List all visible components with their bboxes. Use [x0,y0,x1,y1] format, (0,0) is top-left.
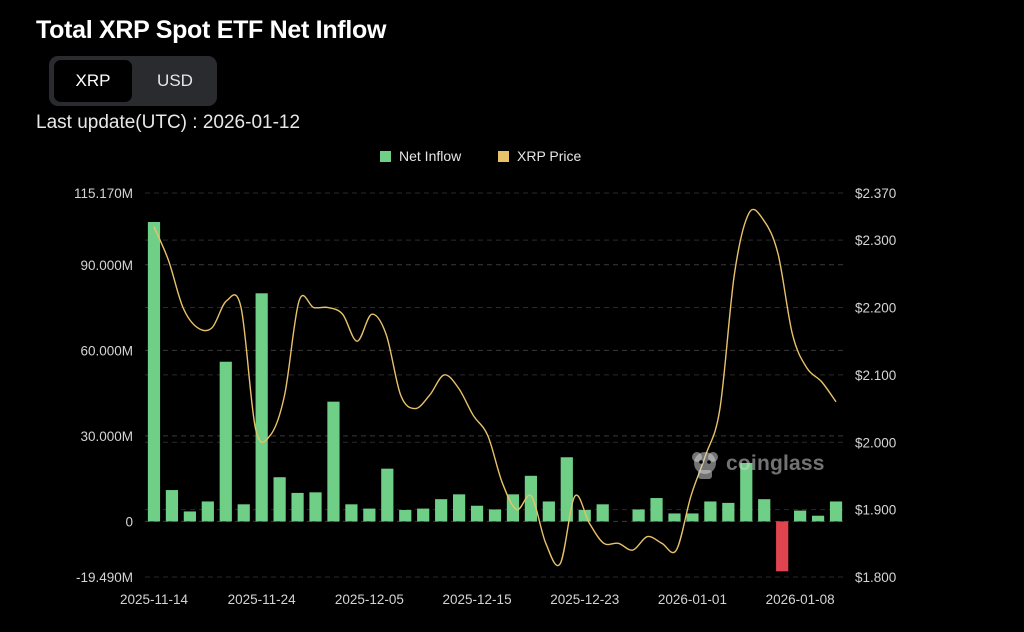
net-inflow-bar[interactable] [776,521,789,572]
net-inflow-bar[interactable] [201,501,214,522]
watermark-text: coinglass [726,452,825,475]
net-inflow-bar[interactable] [668,513,681,522]
net-inflow-bar[interactable] [363,508,376,522]
left-axis-tick-label: 0 [125,514,133,529]
net-inflow-bar[interactable] [596,504,609,522]
right-axis-tick-label: $2.370 [855,186,896,201]
x-axis-tick-label: 2025-12-15 [443,592,512,607]
net-inflow-bar[interactable] [578,510,591,522]
net-inflow-bar[interactable] [147,222,161,522]
x-axis-tick-label: 2026-01-08 [766,592,835,607]
net-inflow-bar[interactable] [829,501,843,522]
right-axis-tick-label: $2.300 [855,233,896,248]
net-inflow-bar[interactable] [811,515,825,522]
net-inflow-bar[interactable] [327,401,340,522]
left-axis: -19.490M 0 30.000M 60.000M 90.000M 115.170M [74,186,133,585]
net-inflow-bar[interactable] [740,462,753,522]
chart-legend: Net Inflow XRP Price [0,146,1024,166]
unit-toggle-usd[interactable]: USD [157,71,193,90]
left-axis-tick-label: 90.000M [80,258,133,273]
net-inflow-bar[interactable] [453,494,466,522]
x-axis-tick-label: 2025-11-14 [120,592,189,607]
net-inflow-bar[interactable] [435,499,448,522]
net-inflow-bar[interactable] [524,475,537,522]
net-inflow-bar[interactable] [399,510,412,522]
legend-xrp-price-label: XRP Price [517,148,582,164]
unit-toggle-xrp[interactable]: XRP [54,60,132,102]
right-axis-tick-label: $1.900 [855,503,896,518]
right-axis-tick-label: $2.200 [855,301,896,316]
net-inflow-bar[interactable] [542,501,555,522]
net-inflow-bar[interactable] [255,293,268,522]
right-axis-tick-label: $1.800 [855,570,896,585]
net-inflow-bar[interactable] [345,504,358,522]
legend-net-inflow-swatch [380,151,391,162]
left-axis-tick-label: 30.000M [80,429,133,444]
x-axis-tick-label: 2026-01-01 [658,592,727,607]
coinglass-logo-icon [692,452,718,479]
net-inflow-bar[interactable] [488,509,502,522]
unit-toggle: XRP USD [49,56,217,106]
left-axis-tick-label: 115.170M [74,186,133,201]
net-inflow-bar[interactable] [650,498,663,522]
legend-xrp-price-swatch [498,151,509,162]
net-inflow-bar[interactable] [273,477,286,522]
x-axis-tick-label: 2025-12-23 [550,592,619,607]
net-inflow-bar[interactable] [722,502,735,522]
net-inflow-bar[interactable] [309,492,322,522]
net-inflow-bar[interactable] [758,499,771,522]
net-inflow-bar[interactable] [560,457,573,522]
net-inflow-bar[interactable] [183,511,196,522]
net-inflow-bar[interactable] [632,509,645,522]
net-inflow-bar[interactable] [470,505,484,522]
right-axis-tick-label: $2.100 [855,368,896,383]
x-axis-tick-label: 2025-11-24 [228,592,297,607]
net-inflow-bar[interactable] [381,468,394,522]
right-axis-tick-label: $2.000 [855,435,896,450]
net-inflow-bar[interactable] [165,490,179,522]
x-axis-tick-label: 2025-12-05 [335,592,404,607]
net-inflow-bars [147,222,843,572]
net-inflow-bar[interactable] [417,508,430,522]
net-inflow-bar[interactable] [237,504,250,522]
net-inflow-bar[interactable] [794,510,807,522]
xrp-price-line[interactable] [153,208,837,567]
net-inflow-bar[interactable] [704,501,717,522]
net-inflow-bar[interactable] [291,492,304,522]
legend-net-inflow[interactable]: Net Inflow [380,146,461,166]
legend-net-inflow-label: Net Inflow [399,148,462,164]
left-axis-tick-label: 60.000M [80,343,133,358]
x-axis: 2025-11-14 2025-11-24 2025-12-05 2025-12-15… [120,592,835,607]
xrp-price-series [153,208,837,567]
last-update-text: Last update(UTC) : 2026-01-12 [36,112,301,133]
left-axis-tick-label: -19.490M [76,570,133,585]
page-title: Total XRP Spot ETF Net Inflow [36,16,387,44]
legend-xrp-price[interactable]: XRP Price [498,146,581,166]
right-axis: $1.800 $1.900 $2.000 $2.100 $2.200 $2.300 $2.3… [855,186,896,585]
net-inflow-bar[interactable] [686,513,699,522]
net-inflow-bar[interactable] [219,361,232,522]
